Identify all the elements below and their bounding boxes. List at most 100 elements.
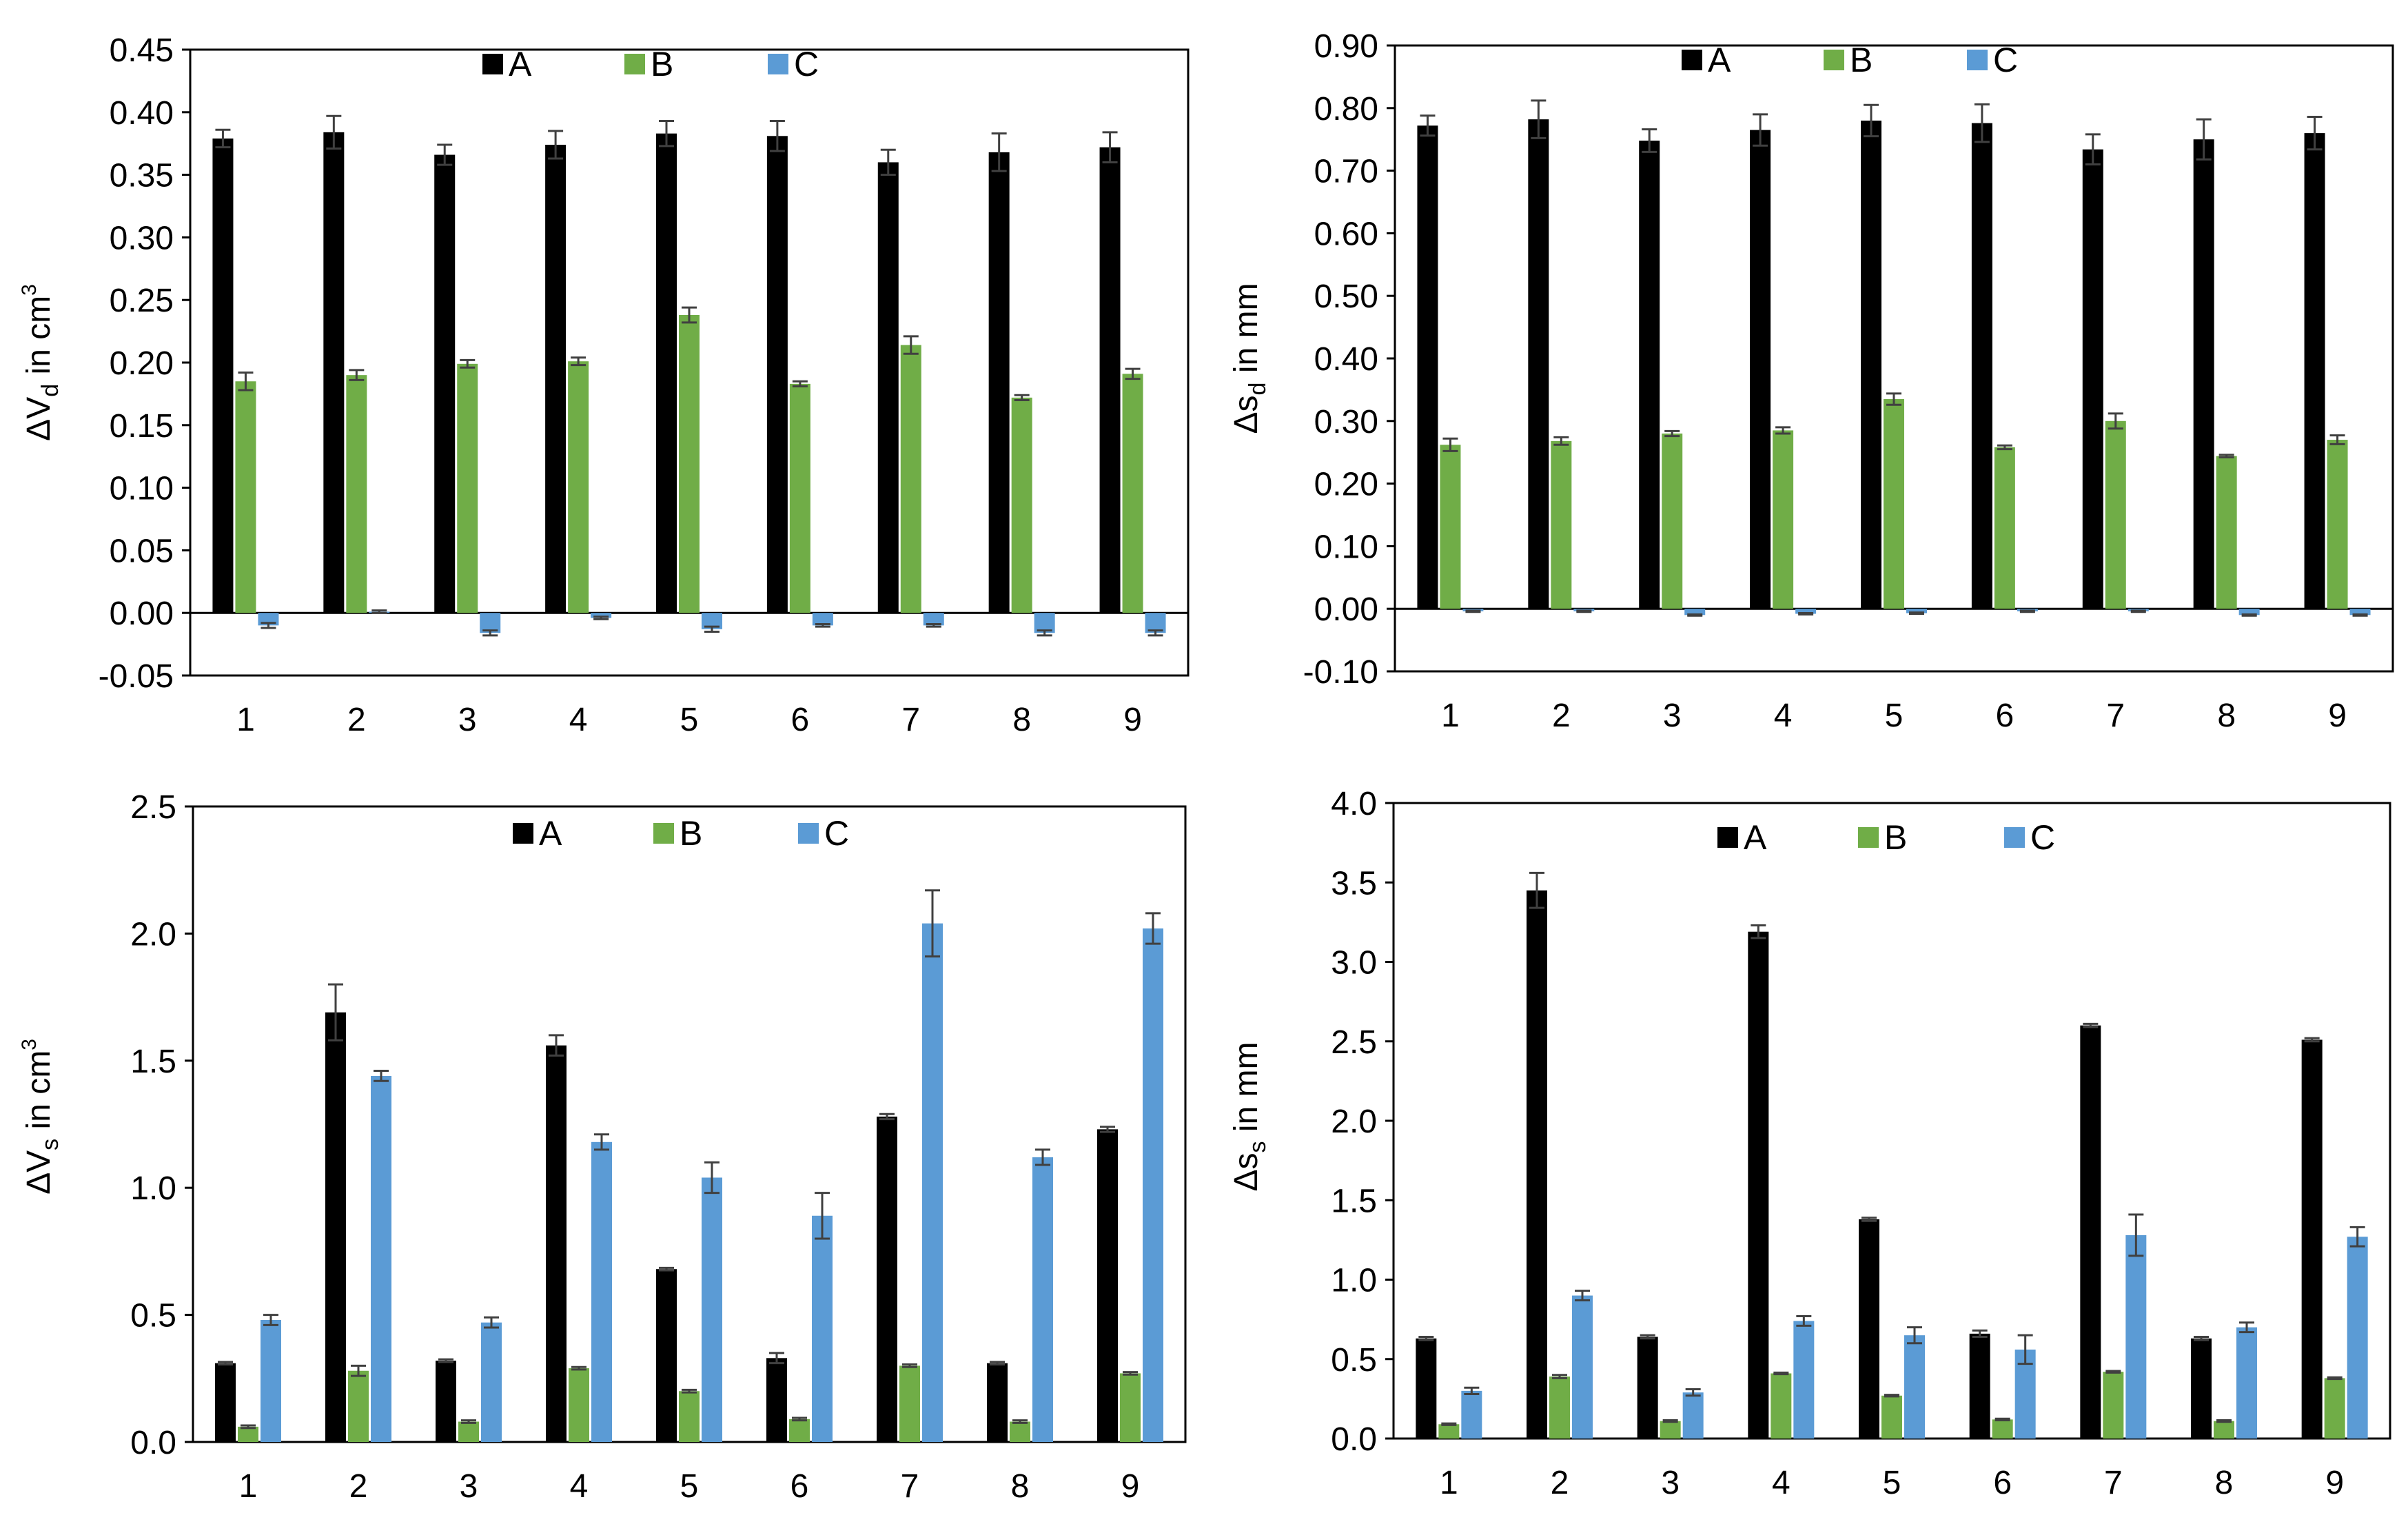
bar-C-7	[923, 613, 944, 626]
legend-swatch-B	[1858, 827, 1879, 848]
x-tick-label: 2	[347, 702, 366, 738]
bar-A-4	[546, 1045, 567, 1442]
chart-4: 0.0 0.5 1.0 1.5 2.0 2.5 3.0 3.5 4.0 1 2 3 4 5 6 7 8 9 A B C Δ…	[1228, 786, 2391, 1501]
legend-label-C: C	[824, 814, 849, 853]
bar-C-8	[1032, 1157, 1053, 1442]
bar-C-9	[2347, 1237, 2368, 1439]
chart-2: -0.10 0.00 0.10 0.20 0.30 0.40 0.50 0.60 0.70 0.8…	[1228, 28, 2394, 734]
bar-A-6	[766, 1358, 787, 1442]
bar-B-6	[1992, 1419, 2013, 1439]
y-tick-label: 0.0	[1331, 1421, 1377, 1458]
bar-B-5	[679, 314, 700, 613]
x-tick-label: 2	[1551, 1465, 1569, 1501]
y-tick-label: 3.5	[1331, 865, 1377, 902]
bar-C-2	[1572, 1295, 1593, 1439]
y-tick-label: 0.90	[1314, 28, 1378, 65]
bar-A-6	[1971, 123, 1992, 609]
bar-B-4	[568, 361, 589, 613]
bar-B-1	[238, 1426, 258, 1442]
legend-swatch-A	[1682, 50, 1702, 70]
x-tick-label: 6	[1996, 698, 2014, 734]
bar-B-8	[1011, 397, 1032, 613]
bar-B-7	[900, 345, 921, 613]
legend-swatch-C	[768, 54, 788, 74]
bar-A-2	[1528, 119, 1549, 609]
bar-A-9	[2301, 1039, 2323, 1439]
bar-C-1	[1461, 1390, 1482, 1439]
bar-B-2	[346, 375, 367, 613]
x-tick-label: 6	[790, 1468, 809, 1505]
bar-B-8	[1010, 1421, 1030, 1442]
legend-swatch-B	[624, 54, 645, 74]
bar-B-5	[1884, 399, 1904, 609]
bar-B-6	[1994, 447, 2015, 609]
y-tick-label: 0.00	[1314, 591, 1378, 628]
x-tick-label: 3	[1661, 1465, 1680, 1501]
bar-C-5	[702, 613, 722, 629]
legend-label-C: C	[794, 45, 819, 83]
legend-label-B: B	[651, 45, 673, 83]
bar-A-7	[2082, 149, 2103, 609]
y-tick-label: 1.0	[130, 1170, 176, 1207]
y-tick-label: 0.30	[110, 220, 174, 256]
x-tick-label: 9	[1123, 702, 1142, 738]
bar-B-7	[2103, 1372, 2124, 1439]
x-tick-label: 9	[2328, 698, 2347, 734]
bar-B-3	[458, 1421, 479, 1442]
bar-C-4	[1795, 609, 1817, 614]
y-tick-label: 2.0	[130, 916, 176, 953]
bar-A-3	[436, 1360, 456, 1442]
bar-B-9	[2327, 440, 2348, 609]
bar-A-7	[877, 1116, 897, 1442]
bar-B-8	[2216, 456, 2237, 609]
bar-A-8	[2193, 139, 2214, 609]
bar-C-9	[2349, 609, 2371, 616]
bar-B-9	[2324, 1378, 2345, 1439]
x-tick-label: 8	[2217, 698, 2236, 734]
y-tick-label: 2.5	[130, 789, 176, 826]
bar-C-7	[922, 923, 943, 1442]
y-tick-label: 0.40	[1314, 341, 1378, 378]
x-tick-label: 4	[570, 1468, 589, 1505]
x-tick-label: 4	[1772, 1465, 1790, 1501]
bar-C-8	[2236, 1327, 2257, 1439]
legend-swatch-C	[2004, 827, 2025, 848]
bar-A-9	[1097, 1129, 1118, 1442]
bar-A-2	[1527, 890, 1547, 1439]
x-tick-label: 5	[1885, 698, 1904, 734]
bar-C-3	[481, 1322, 502, 1442]
bar-B-7	[2105, 420, 2126, 609]
bar-A-6	[1969, 1333, 1990, 1439]
x-tick-label: 5	[680, 1468, 699, 1505]
y-tick-label: 1.5	[130, 1044, 176, 1080]
bar-C-5	[1906, 609, 1927, 613]
y-tick-label: 1.0	[1331, 1263, 1377, 1299]
bar-B-7	[899, 1365, 920, 1442]
bar-B-8	[2214, 1421, 2234, 1439]
bar-A-8	[988, 152, 1010, 613]
x-tick-label: 5	[1883, 1465, 1901, 1501]
bar-B-3	[1662, 433, 1683, 609]
bar-A-9	[1099, 147, 1121, 613]
bar-B-5	[679, 1391, 700, 1442]
bar-C-3	[1684, 609, 1706, 616]
y-tick-label: 0.30	[1314, 404, 1378, 440]
x-tick-label: 7	[901, 1468, 919, 1505]
y-axis-label: Δss in mm	[1228, 1042, 1271, 1191]
bar-C-7	[2125, 1235, 2147, 1439]
y-tick-label: 0.20	[1314, 467, 1378, 503]
x-tick-label: 9	[1121, 1468, 1140, 1505]
x-tick-label: 3	[458, 702, 477, 738]
legend-swatch-B	[653, 823, 674, 844]
x-tick-label: 7	[2104, 1465, 2123, 1501]
x-tick-label: 7	[2106, 698, 2125, 734]
bar-A-7	[877, 162, 899, 613]
y-tick-label: 0.15	[110, 408, 174, 445]
bar-A-5	[656, 1269, 677, 1442]
bar-A-3	[1637, 1337, 1658, 1439]
x-tick-label: 6	[1993, 1465, 2012, 1501]
legend-swatch-B	[1824, 50, 1844, 70]
legend-swatch-A	[482, 54, 503, 74]
legend-swatch-C	[798, 823, 819, 844]
